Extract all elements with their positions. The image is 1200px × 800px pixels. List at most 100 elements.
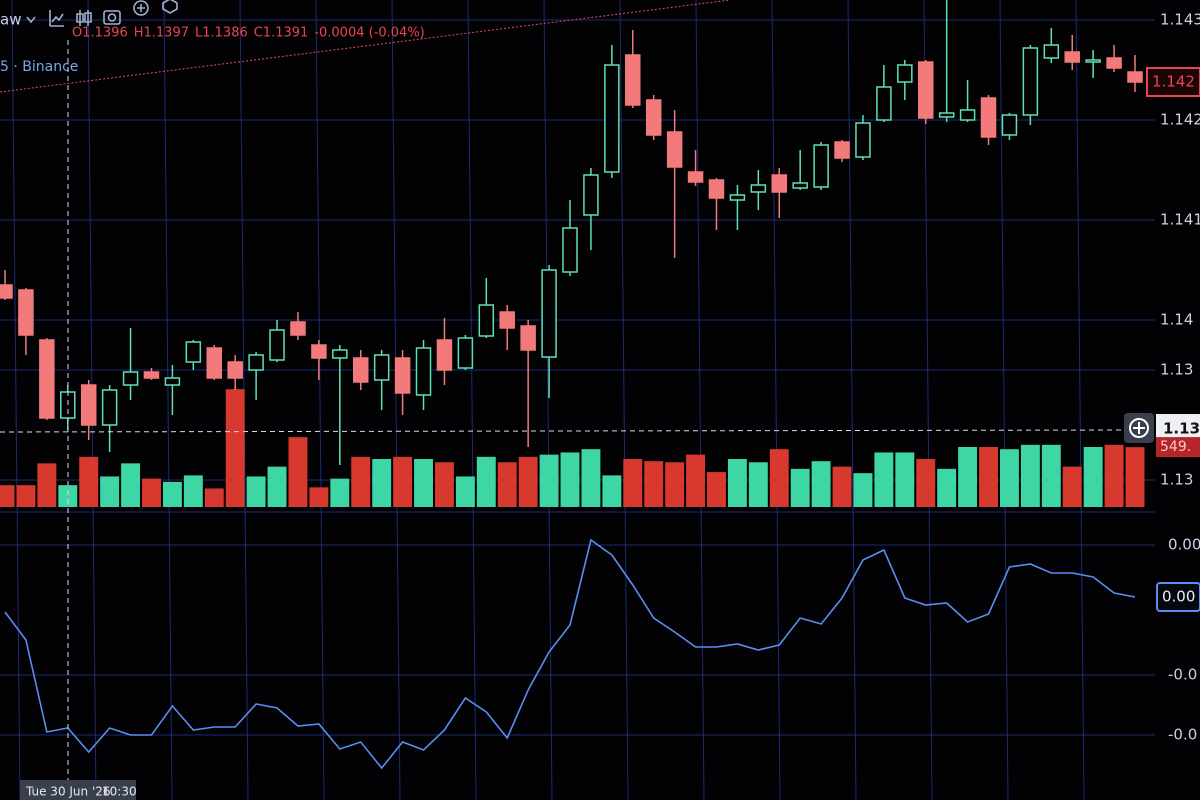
date-label: Tue 30 Jun '26: [25, 785, 111, 799]
volume-bar: [288, 437, 308, 507]
trend-line: [0, 0, 731, 93]
candle-body: [687, 171, 704, 183]
camera-lens: [107, 13, 117, 22]
y-tick-label: 1.141: [1160, 211, 1200, 229]
grid-line-vertical: [619, 0, 629, 800]
candle-body: [1022, 47, 1039, 116]
volume-bar: [999, 449, 1019, 507]
candle-body: [164, 377, 181, 386]
candle-body: [708, 179, 725, 199]
grid-line-vertical: [923, 0, 933, 800]
candle-body: [520, 325, 536, 351]
candle-body: [478, 304, 495, 337]
oscillator-line: [4, 538, 1136, 770]
volume-bar: [16, 485, 36, 507]
volume-bar: [581, 449, 601, 507]
volume-bar: [874, 452, 894, 507]
candle-body: [457, 337, 474, 369]
candle-body: [269, 329, 285, 361]
candle-body: [666, 131, 683, 168]
candle-body: [1085, 59, 1101, 63]
date-label-box: [20, 780, 136, 800]
last-price-box: [1146, 67, 1200, 97]
grid-line-vertical: [391, 0, 401, 800]
candle-body: [583, 174, 599, 216]
grid-line-vertical: [543, 0, 553, 800]
add-icon-plus: [137, 4, 145, 12]
indicator-icon[interactable]: [49, 10, 64, 27]
time-label: 10:30: [102, 785, 137, 799]
grid-line-vertical: [11, 0, 21, 800]
candle-body: [1001, 114, 1018, 136]
last-volume-box: [1156, 437, 1200, 458]
volume-bar: [811, 461, 831, 507]
volume-bar: [1125, 447, 1145, 507]
volume-bar: [121, 463, 141, 507]
candle-body: [1127, 71, 1143, 83]
volume-bar: [100, 476, 120, 507]
ohlc-legend-item: O1.1396: [72, 26, 128, 41]
camera-icon[interactable]: [103, 10, 121, 25]
candle-body: [248, 354, 264, 371]
y-tick-label: 1.13: [1160, 471, 1193, 489]
candle-body: [80, 384, 97, 426]
osc-tick-label: 0.00: [1168, 536, 1200, 554]
candle-body: [938, 112, 955, 118]
dropdown-icon[interactable]: [26, 16, 36, 24]
candle-body: [0, 284, 13, 299]
candle-body: [499, 311, 515, 329]
volume-bar: [246, 476, 266, 507]
grid-line-vertical: [467, 0, 477, 800]
osc-tick-label: -0.0: [1168, 726, 1197, 744]
last-osc-label: 0.00: [1162, 588, 1195, 606]
candle-body: [541, 269, 557, 358]
volume-bar: [937, 468, 957, 507]
candle-body: [645, 99, 662, 136]
y-tick-label: 1.14: [1160, 311, 1193, 329]
bars-icon[interactable]: [76, 10, 92, 26]
ohlc-legend-item: H1.1397: [134, 26, 189, 41]
volume-bar: [79, 456, 99, 507]
volume-bar: [1104, 444, 1124, 507]
volume-bar: [769, 449, 789, 507]
candle-body: [813, 144, 829, 188]
candle-body: [729, 194, 746, 201]
volume-bar: [414, 459, 433, 507]
candle-body: [227, 361, 243, 379]
candle-body: [206, 347, 223, 379]
candle-body: [834, 141, 850, 159]
grid-line-vertical: [163, 0, 173, 800]
volume-bar: [644, 461, 664, 507]
volume-bar: [309, 487, 329, 507]
candle-body: [980, 97, 997, 138]
grid-line-vertical: [1075, 0, 1085, 800]
volume-bar: [602, 475, 622, 507]
toolbar: aw: [0, 0, 178, 29]
candle-body: [185, 341, 202, 363]
volume-bar: [455, 476, 475, 507]
symbol-label[interactable]: 5 · Binance: [0, 59, 78, 75]
volume-bar: [476, 456, 496, 507]
candle-body: [394, 357, 411, 394]
candle-body: [143, 371, 160, 379]
candle-body: [771, 174, 788, 193]
candle-body: [373, 354, 390, 381]
candle-body: [604, 64, 620, 173]
volume-bar: [1083, 447, 1103, 507]
ohlc-legend: O1.1396 H1.1397 L1.1386 C1.1391 -0.0004 (-0.…: [72, 26, 425, 41]
volume-bar: [895, 452, 915, 507]
volume-bar: [58, 485, 78, 507]
settings-icon[interactable]: [162, 0, 178, 14]
candle-body: [436, 339, 453, 371]
volume-bar: [665, 462, 685, 507]
candle-body: [101, 389, 118, 426]
add-icon[interactable]: [133, 0, 149, 16]
candle-body: [39, 339, 55, 419]
add-alert-plus: [1133, 422, 1145, 434]
volume-bar: [37, 463, 57, 507]
volume-bar: [162, 481, 182, 507]
volume-bar: [434, 462, 454, 507]
volume-bar: [142, 478, 161, 507]
crosshair-label: 1.13: [1163, 420, 1200, 438]
